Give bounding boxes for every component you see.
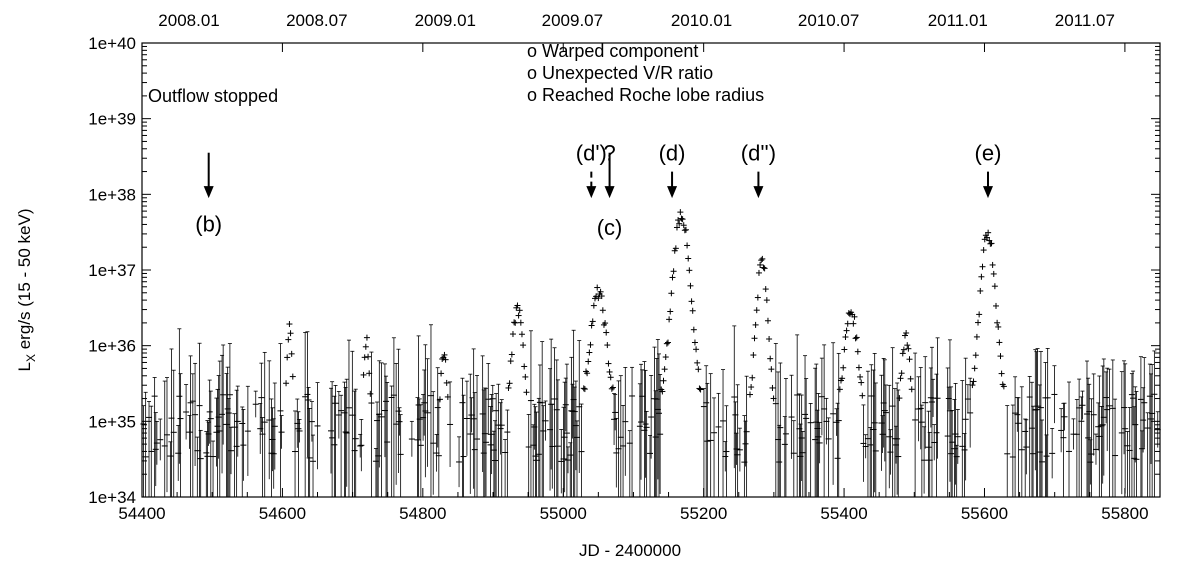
y-tick-label: 1e+35 [88,412,136,431]
y-label-sub: X [24,354,38,362]
y-axis-label: LX erg/s (15 - 50 keV) [15,209,38,372]
y-tick-label: 1e+40 [88,34,136,53]
annotation-label: (d') [576,141,607,166]
top-axis-tick-label: 2009.07 [542,11,603,30]
annotation-arrowhead [586,186,597,199]
top-axis-tick-label: 2011.07 [1055,11,1115,30]
data-points [140,209,1161,497]
legend-line: o Unexpected V/R ratio [527,63,713,83]
annotation-label: (b) [195,211,222,236]
x-tick-label: 55400 [820,504,867,523]
y-tick-label: 1e+37 [88,261,136,280]
y-label-main: L [15,362,34,371]
y-tick-label: 1e+39 [88,110,136,129]
y-tick-label: 1e+36 [88,337,136,356]
y-axis-ticks: 1e+34 1e+35 1e+36 1e+37 1e+38 1e+39 1e+40 [88,34,1160,507]
annotation-arrowhead [667,186,678,199]
annotations: (b)(d')?(c)(d)(d'')(e) [195,141,1001,240]
x-tick-label: 55600 [961,504,1008,523]
annotation-label: (c) [597,215,623,240]
outflow-stopped-label: Outflow stopped [148,86,278,106]
x-tick-label: 54400 [118,504,165,523]
x-axis-label: JD - 2400000 [579,541,681,560]
x-tick-label: 55800 [1101,504,1148,523]
y-tick-label: 1e+38 [88,185,136,204]
x-tick-label: 54800 [399,504,446,523]
legend-line: o Warped component [527,41,698,61]
legend-line: o Reached Roche lobe radius [527,85,764,105]
x-tick-label: 55200 [680,504,727,523]
top-axis-tick-label: 2008.01 [158,11,219,30]
x-axis-ticks: 54400 54600 54800 55000 55200 55400 55600 55800 [118,43,1149,523]
x-tick-label: 55000 [540,504,587,523]
y-tick-label: 1e+34 [88,488,136,507]
x-tick-label: 54600 [259,504,306,523]
top-axis-tick-label: 2009.01 [415,11,476,30]
top-axis-tick-label: 2011.01 [928,11,988,30]
annotation-arrowhead [982,186,993,199]
annotation-label: (d'') [741,141,776,166]
top-axis-tick-label: 2008.07 [286,11,347,30]
annotation-arrowhead [753,186,764,199]
top-axis-ticks: 2008.01 2008.07 2009.01 2009.07 2010.01 2010.… [158,11,1115,30]
y-label-rest: erg/s (15 - 50 keV) [15,209,34,355]
svg-text:LX erg/s (15 - 50 keV): LX erg/s (15 - 50 keV) [15,209,38,372]
annotation-label: (d) [659,141,686,166]
top-axis-tick-label: 2010.01 [671,11,732,30]
annotation-arrowhead [203,186,214,199]
annotation-arrowhead [604,186,615,199]
top-axis-tick-label: 2010.07 [798,11,859,30]
annotation-label: (e) [975,141,1002,166]
